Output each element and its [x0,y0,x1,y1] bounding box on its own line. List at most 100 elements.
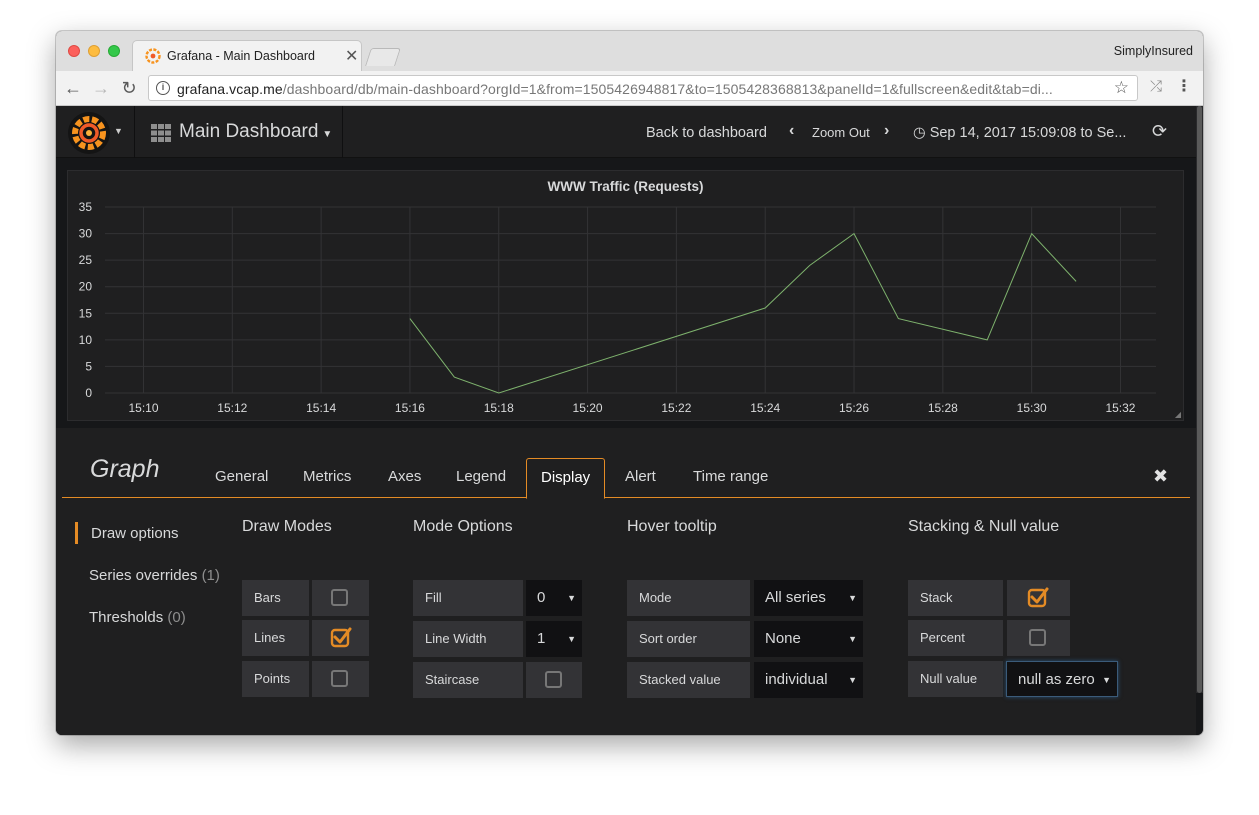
browser-toolbar: ← → ↻ i grafana.vcap.me/dashboard/db/mai… [56,71,1203,106]
caret-down-icon: ▼ [1102,675,1111,685]
side-item-series-overrides[interactable]: Series overrides (1) [89,567,220,584]
shuffle-extension-icon[interactable]: ⤮ [1150,78,1163,95]
scrollbar-thumb[interactable] [1197,106,1202,693]
info-icon[interactable]: i [156,81,170,95]
x-tick-label: 15:12 [217,401,247,415]
tab-alert[interactable]: Alert [625,468,656,485]
grafana-app: ▼ Main Dashboard ▼ Back to dashboard ‹ Zo… [56,106,1203,735]
side-item-draw-options[interactable]: Draw options [91,525,179,542]
close-editor-icon[interactable]: ✖ [1153,466,1169,486]
tab-time-range[interactable]: Time range [693,468,769,485]
x-tick-label: 15:20 [573,401,603,415]
stacked-value-value: individual [765,671,828,688]
data-point [853,232,855,234]
y-tick-label: 5 [85,359,92,373]
points-checkbox[interactable] [312,661,369,697]
checkbox-empty-icon [545,671,562,688]
forward-arrow-icon[interactable]: → [92,78,110,98]
tab-close-icon[interactable]: ✕ [345,48,359,65]
back-to-dashboard-link[interactable]: Back to dashboard [646,125,767,141]
staircase-checkbox[interactable] [526,662,582,698]
bars-checkbox[interactable] [312,580,369,616]
tooltip-mode-select[interactable]: All series ▼ [754,580,863,616]
caret-down-icon: ▼ [567,634,576,644]
nav-divider [134,106,135,158]
points-label: Points [242,661,309,697]
close-window-button[interactable] [68,45,80,57]
time-shift-forward-icon[interactable]: › [884,122,890,139]
top-navbar: ▼ Main Dashboard ▼ Back to dashboard ‹ Zo… [56,106,1196,158]
x-tick-label: 15:24 [750,401,780,415]
sort-order-label: Sort order [627,621,750,657]
lines-label: Lines [242,620,309,656]
browser-menu-icon[interactable]: ⋮ [1176,78,1192,95]
fill-select[interactable]: 0 ▼ [526,580,582,616]
minimize-window-button[interactable] [88,45,100,57]
x-tick-label: 15:10 [128,401,158,415]
null-value-select[interactable]: null as zero ▼ [1006,661,1118,697]
url-text[interactable]: grafana.vcap.me/dashboard/db/main-dashbo… [177,81,1053,97]
line-width-select[interactable]: 1 ▼ [526,621,582,657]
time-picker-button[interactable]: ◷ Sep 14, 2017 15:09:08 to Se... [913,125,1126,141]
side-item-thresholds[interactable]: Thresholds (0) [89,609,186,626]
tab-metrics[interactable]: Metrics [303,468,352,485]
stacking-heading: Stacking & Null value [908,518,1060,535]
tab-general[interactable]: General [215,468,269,485]
grafana-favicon-icon [145,48,161,64]
traffic-chart[interactable]: 0 5 10 15 20 25 30 35 15:10 15:12 15:14 15:16 15:18 1… [68,171,1185,422]
caret-down-icon: ▼ [848,593,857,603]
data-point [897,317,899,319]
bookmark-star-icon[interactable]: ☆ [1113,78,1129,97]
y-tick-label: 20 [79,280,93,294]
percent-label: Percent [908,620,1003,656]
data-point [1075,280,1077,282]
stack-checkbox[interactable] [1007,580,1070,616]
dashboard-title[interactable]: Main Dashboard ▼ [179,121,332,143]
browser-window: Grafana - Main Dashboard ✕ SimplyInsured… [56,31,1203,735]
time-shift-back-icon[interactable]: ‹ [789,122,795,139]
editor-header: Graph General Metrics Axes Legend Displa… [62,428,1190,499]
x-tick-label: 15:14 [306,401,336,415]
nav-divider [342,106,343,158]
side-item-label: Thresholds [89,609,164,626]
draw-modes-heading: Draw Modes [242,518,332,535]
y-tick-label: 0 [85,386,92,400]
x-tick-label: 15:16 [395,401,425,415]
checkbox-empty-icon [331,670,348,687]
address-bar[interactable]: i grafana.vcap.me/dashboard/db/main-dash… [148,75,1138,101]
maximize-window-button[interactable] [108,45,120,57]
zoom-out-button[interactable]: Zoom Out [812,125,870,140]
line-width-label: Line Width [413,621,523,657]
tab-display[interactable]: Display [526,458,606,499]
logo-caret-icon[interactable]: ▼ [114,126,123,136]
time-range-text: Sep 14, 2017 15:09:08 to Se... [929,125,1127,141]
grafana-logo-icon [72,116,106,150]
lines-checkbox[interactable] [312,620,369,656]
null-value-label: Null value [908,661,1003,697]
line-width-value: 1 [537,630,546,647]
grafana-logo-button[interactable] [68,112,110,154]
null-value-value: null as zero [1018,671,1095,688]
checkbox-empty-icon [331,589,348,606]
sort-order-select[interactable]: None ▼ [754,621,863,657]
profile-name[interactable]: SimplyInsured [1113,44,1193,58]
tab-axes[interactable]: Axes [388,468,422,485]
percent-checkbox[interactable] [1007,620,1070,656]
reload-icon[interactable]: ↻ [121,78,137,98]
dashboard-grid-icon [151,124,171,142]
refresh-icon[interactable]: ⟳ [1152,121,1168,141]
new-tab-button[interactable] [365,48,401,66]
back-arrow-icon[interactable]: ← [64,78,82,98]
side-item-count: (1) [201,567,220,584]
data-point [764,307,766,309]
x-tick-label: 15:22 [661,401,691,415]
tab-legend[interactable]: Legend [456,468,507,485]
browser-tab[interactable]: Grafana - Main Dashboard ✕ [132,40,362,71]
stacked-value-select[interactable]: individual ▼ [754,662,863,698]
caret-down-icon: ▼ [567,593,576,603]
panel-title[interactable]: WWW Traffic (Requests) [547,179,704,194]
caret-down-icon: ▼ [848,634,857,644]
panel-resize-handle-icon[interactable]: ◢ [1174,410,1181,419]
data-point [986,339,988,341]
caret-down-icon: ▼ [848,675,857,685]
